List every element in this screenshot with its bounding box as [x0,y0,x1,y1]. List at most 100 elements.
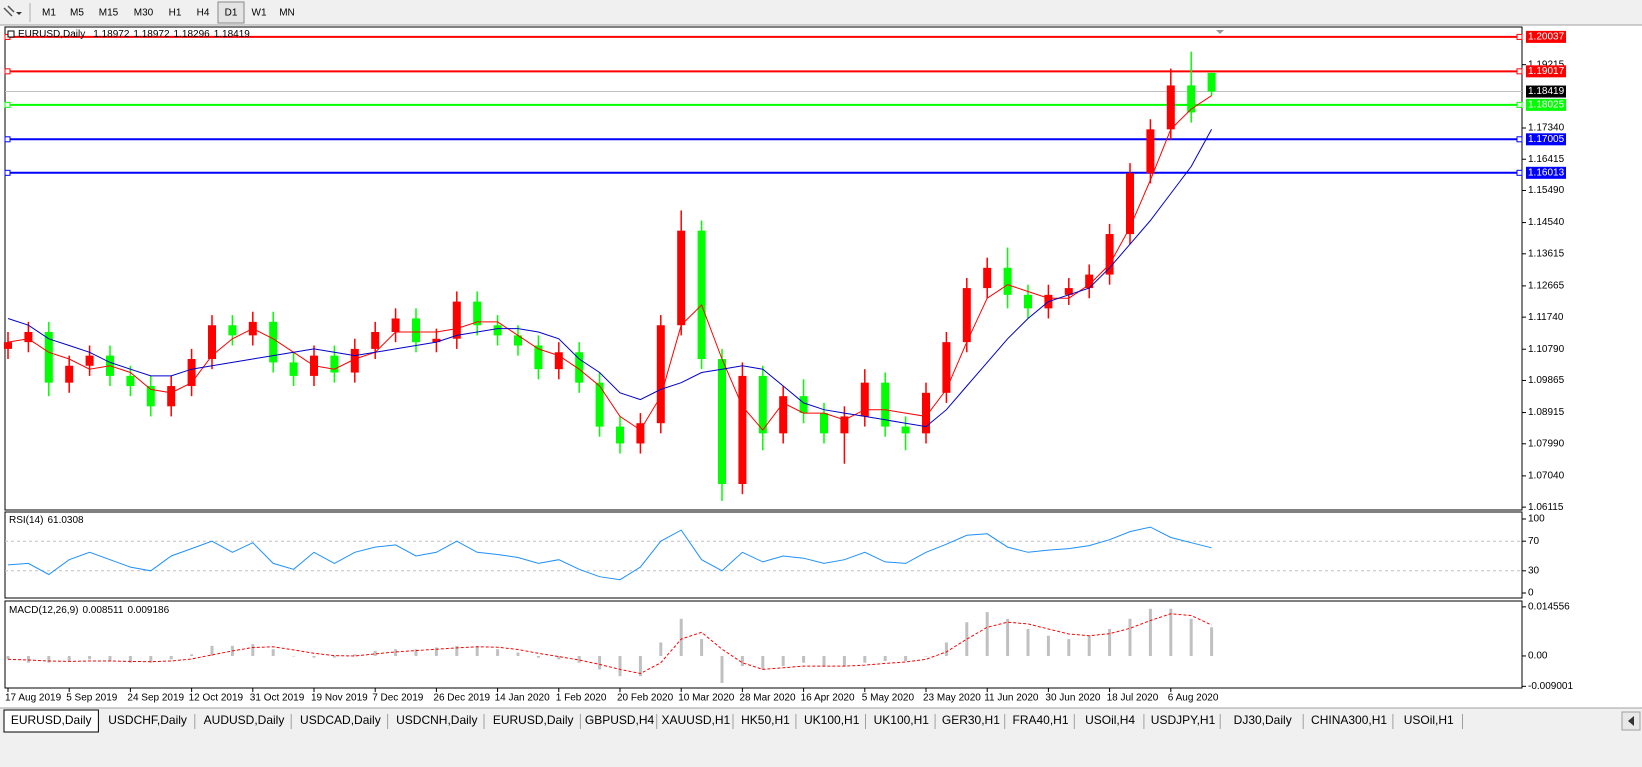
level-price-box [1526,30,1566,43]
timeframe-label[interactable]: M1 [42,8,56,19]
candle-body [146,386,155,407]
chart-tab[interactable]: USDJPY,H1 [1145,712,1221,731]
timeframe-button[interactable]: MN [279,8,295,19]
macd-histogram-bar [679,618,683,656]
level-handle [1516,169,1523,176]
timeframe-label[interactable]: M30 [134,8,154,19]
candle-body [840,416,849,434]
chart-tab-label[interactable]: USDCNH,Daily [396,713,477,727]
chart-tab[interactable]: HK50,H1 [735,712,797,731]
chart-tab[interactable]: USDCAD,Daily [293,712,389,731]
chart-tab-label[interactable]: USDCHF,Daily [108,713,187,727]
chart-tab-label[interactable]: USOil,H4 [1085,713,1135,727]
chart-tab-label[interactable]: CHINA300,H1 [1311,713,1387,727]
candle-body [983,267,992,289]
cursor-tool-icon[interactable] [3,5,15,17]
chart-tab-label[interactable]: USOil,H1 [1404,713,1454,727]
chart-tab[interactable]: DJ30,Daily [1222,712,1304,731]
chart-tab[interactable]: USOil,H1 [1394,712,1463,731]
macd-histogram-bar [842,655,846,667]
timeframe-button[interactable]: H4 [197,8,210,19]
candle-body [350,348,359,373]
chart-tab[interactable]: UK100,H1 [797,712,866,731]
candle-body [228,325,237,336]
x-tick-label: 23 May 2020 [923,693,981,704]
macd-header: MACD(12,26,9) 0.008511 0.009186 [9,605,170,616]
timeframe-label[interactable]: H4 [197,8,210,19]
chart-tab[interactable]: USOil,H4 [1076,712,1145,731]
chart-tab-label[interactable]: AUDUSD,Daily [204,713,285,727]
header-icon [7,30,15,38]
indicator-title: MACD(12,26,9) [9,605,78,616]
macd-histogram-bar [1067,639,1071,656]
chart-tab-label[interactable]: HK50,H1 [741,713,790,727]
timeframe-label[interactable]: H1 [169,8,182,19]
level-handle [1516,33,1523,40]
candle-body [452,301,461,339]
y-tick-label: 1.09865 [1528,375,1565,386]
timeframe-button[interactable]: M15 [99,8,119,19]
candle-body [391,318,400,332]
timeframe-button[interactable]: D1 [217,1,245,24]
macd-histogram-bar [1148,608,1152,656]
macd-histogram-bar [394,649,398,656]
timeframe-button[interactable]: W1 [252,8,267,19]
chart-tab-label[interactable]: GBPUSD,H4 [585,713,655,727]
shift-marker[interactable] [1216,30,1224,34]
candle-body [677,230,686,326]
chart-tab[interactable]: FRA40,H1 [1006,712,1075,731]
x-tick-label: 28 Mar 2020 [739,693,796,704]
x-tick-label: 7 Dec 2019 [372,693,424,704]
chart-tab-label[interactable]: UK100,H1 [804,713,860,727]
timeframe-label[interactable]: D1 [225,8,238,19]
timeframe-button[interactable]: M1 [42,8,56,19]
macd-histogram-bar [740,655,744,667]
current-price-box [1526,85,1566,98]
dropdown-arrow[interactable] [16,12,22,15]
chart-tab-bg [486,712,581,731]
timeframe-button[interactable]: H1 [169,8,182,19]
timeframe-label[interactable]: M15 [99,8,119,19]
timeframe-label[interactable]: MN [279,8,295,19]
chart-tab-label[interactable]: EURUSD,Daily [493,713,574,727]
chart-tab[interactable]: GER30,H1 [937,712,1006,731]
timeframe-button[interactable]: M5 [70,8,84,19]
y-tick-label: 1.06115 [1528,502,1564,513]
chart-tab-label[interactable]: XAUUSD,H1 [662,713,731,727]
x-tick-label: 24 Sep 2019 [127,693,184,704]
candle-body [85,355,94,366]
chart-tab-bg [658,712,733,731]
ohlc-value: 1.18296 [174,29,211,40]
timeframe-button[interactable]: M30 [134,8,154,19]
chart-tab[interactable]: EURUSD,Daily [486,712,581,731]
macd-histogram-bar [618,655,622,677]
chart-tab[interactable]: XAUUSD,H1 [658,712,734,731]
chart-tab[interactable]: USDCHF,Daily [100,712,196,731]
candle-body [1126,173,1134,235]
timeframe-label[interactable]: W1 [252,8,267,19]
chart-tab-label[interactable]: DJ30,Daily [1234,713,1292,727]
macd-histogram-bar [292,655,296,657]
chart-tab[interactable]: USDCNH,Daily [389,712,485,731]
chart-tab-bg [582,712,657,731]
chart-tab[interactable]: EURUSD,Daily [3,709,99,733]
macd-histogram-bar [985,612,989,656]
chart-tab-label[interactable]: EURUSD,Daily [11,713,92,727]
chart-tab-label[interactable]: USDCAD,Daily [300,713,381,727]
chart-tab[interactable]: UK100,H1 [867,712,936,731]
macd-histogram-bar [965,622,969,656]
chart-tab[interactable]: AUDUSD,Daily [196,712,292,731]
macd-histogram-bar [822,655,826,667]
level-handle [1516,136,1523,143]
candle-body [860,382,869,417]
chart-tab[interactable]: CHINA300,H1 [1305,712,1394,731]
chart-tab-label[interactable]: GER30,H1 [942,713,1000,727]
level-price-label: 1.19017 [1528,66,1565,77]
chart-tab[interactable]: GBPUSD,H4 [582,712,658,731]
timeframe-label[interactable]: M5 [70,8,84,19]
chart-tab-label[interactable]: UK100,H1 [874,713,930,727]
chart-tab-label[interactable]: FRA40,H1 [1012,713,1068,727]
moving-average-line [7,129,1213,428]
chart-tab-label[interactable]: USDJPY,H1 [1151,713,1216,727]
chart-tab-bg [1222,712,1304,731]
